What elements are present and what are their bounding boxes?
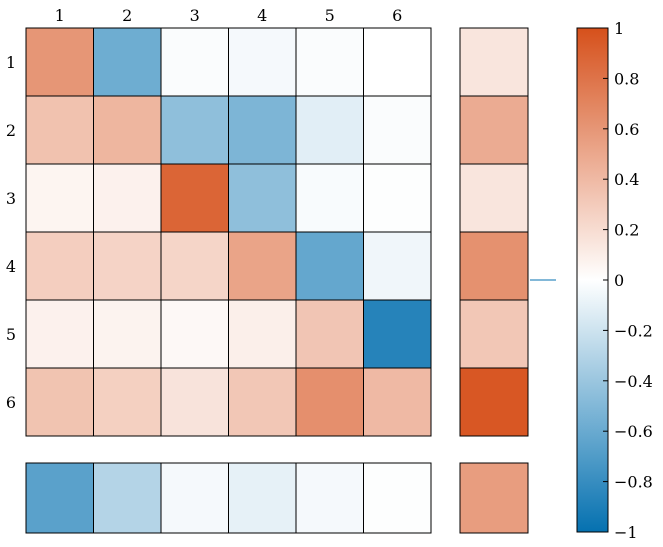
column-summary-cell — [160, 462, 229, 534]
column-summary-cell — [93, 462, 162, 534]
heatmap-cell — [228, 95, 297, 165]
colorbar-tick-label: 0.2 — [614, 221, 639, 240]
heatmap-cell — [25, 231, 94, 301]
colorbar-tick-label: −0.4 — [614, 372, 653, 391]
heatmap-cell — [160, 299, 229, 369]
heatmap-cell — [160, 163, 229, 233]
heatmap-cell — [25, 367, 94, 437]
heatmap-cell — [295, 27, 364, 97]
heatmap-cell — [25, 27, 94, 97]
heatmap-cell — [295, 163, 364, 233]
heatmap-cell — [363, 95, 432, 165]
heatmap-cell — [295, 95, 364, 165]
row-summary-cell — [459, 163, 529, 233]
colorbar-tick-label: −0.2 — [614, 321, 653, 340]
y-tick-labels: 1 2 3 4 5 6 — [6, 53, 16, 412]
heatmap-cell — [25, 163, 94, 233]
heatmap-cell — [295, 231, 364, 301]
column-summary-row — [25, 462, 432, 534]
heatmap-cell — [363, 231, 432, 301]
heatmap-cell — [295, 367, 364, 437]
column-summary-cell — [295, 462, 364, 534]
heatmap-cell — [25, 299, 94, 369]
x-tick-label: 6 — [392, 6, 402, 25]
heatmap-cell — [93, 299, 162, 369]
heatmap-cell — [363, 367, 432, 437]
colorbar-tick-label: 0.4 — [614, 170, 639, 189]
colorbar-tick-label: −0.8 — [614, 473, 653, 492]
y-tick-label: 3 — [6, 189, 16, 208]
heatmap-cell — [93, 231, 162, 301]
heatmap-cell — [295, 299, 364, 369]
heatmap-cell — [160, 367, 229, 437]
heatmap-cell — [93, 163, 162, 233]
x-tick-label: 3 — [190, 6, 200, 25]
heatmap-cell — [228, 367, 297, 437]
x-tick-label: 5 — [325, 6, 335, 25]
x-tick-label: 1 — [55, 6, 65, 25]
column-summary-cell — [25, 462, 94, 534]
row-summary-cell — [459, 95, 529, 165]
corner-summary — [459, 462, 529, 534]
heatmap-cell — [160, 231, 229, 301]
colorbar-tick-label: −0.6 — [614, 422, 653, 441]
heatmap-cell — [228, 231, 297, 301]
colorbar-gradient — [576, 27, 609, 533]
y-tick-label: 4 — [6, 257, 16, 276]
colorbar-tick-label: 0.6 — [614, 120, 639, 139]
heatmap-cell — [228, 299, 297, 369]
x-tick-label: 2 — [122, 6, 132, 25]
column-summary-cell — [228, 462, 297, 534]
heatmap-cell — [363, 299, 432, 369]
row-summary-cell — [459, 231, 529, 301]
heatmap-cell — [363, 27, 432, 97]
heatmap-cell — [228, 27, 297, 97]
colorbar-tick-label: 0 — [614, 271, 624, 290]
heatmap-cell — [93, 27, 162, 97]
colorbar: 1 0.8 0.6 0.4 0.2 0 −0.2 −0.4 −0.6 −0.8 −1 — [576, 19, 653, 542]
heatmap-cell — [363, 163, 432, 233]
y-tick-label: 2 — [6, 121, 16, 140]
y-tick-label: 1 — [6, 53, 16, 72]
y-tick-label: 6 — [6, 393, 16, 412]
row-summary-cell — [459, 299, 529, 369]
heatmap-cell — [93, 367, 162, 437]
row-summary-column — [459, 27, 529, 437]
column-summary-cell — [363, 462, 432, 534]
y-tick-label: 5 — [6, 325, 16, 344]
colorbar-tick-label: −1 — [614, 523, 638, 542]
row-summary-cell — [459, 367, 529, 437]
heatmap-cell — [160, 27, 229, 97]
heatmap-cell — [93, 95, 162, 165]
correlation-matrix — [25, 27, 432, 437]
x-tick-label: 4 — [257, 6, 267, 25]
heatmap-cell — [160, 95, 229, 165]
corner-summary-cell — [459, 462, 529, 534]
heatmap-cell — [25, 95, 94, 165]
colorbar-tick-label: 0.8 — [614, 69, 639, 88]
heatmap-cell — [228, 163, 297, 233]
x-tick-labels: 1 2 3 4 5 6 — [55, 6, 403, 25]
colorbar-tick-label: 1 — [614, 19, 624, 38]
row-summary-cell — [459, 27, 529, 97]
